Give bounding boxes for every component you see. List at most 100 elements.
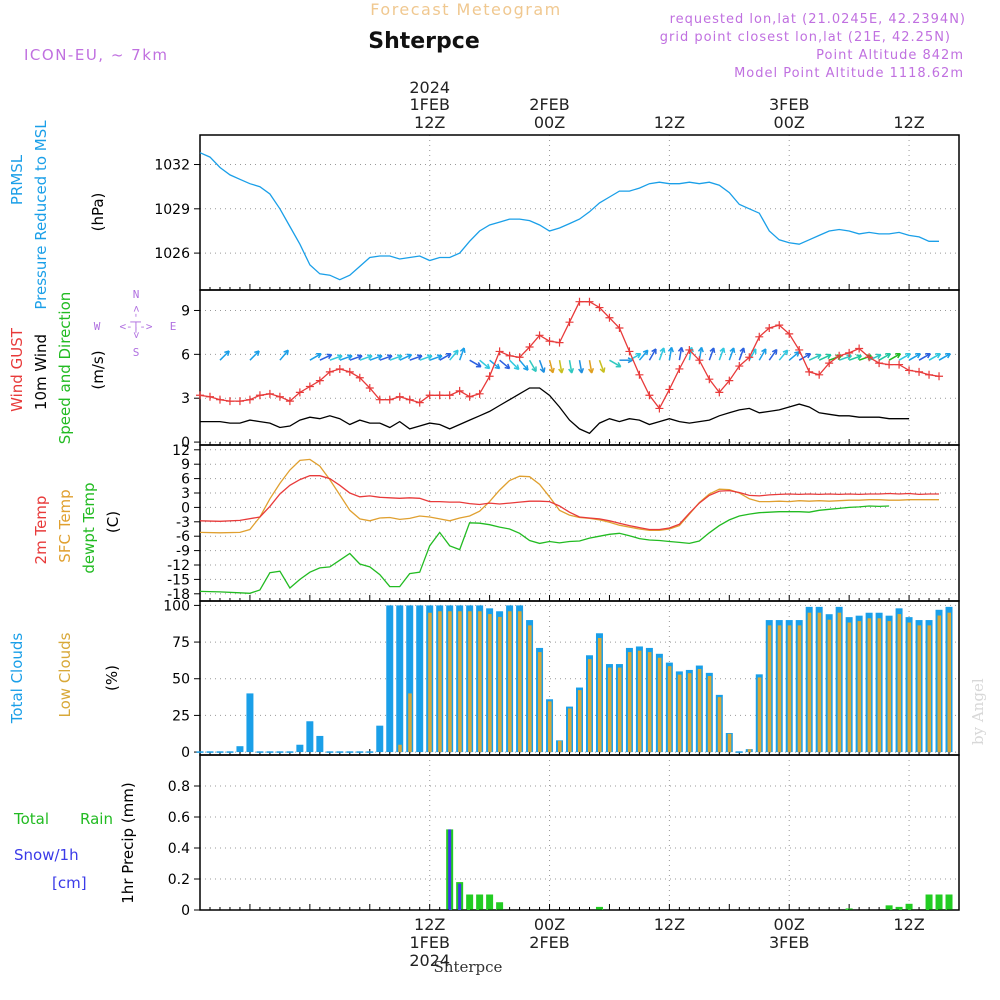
low-cloud-bar xyxy=(478,611,482,753)
wind-frame xyxy=(199,289,960,446)
wind-arrow xyxy=(290,352,300,360)
wind-arrow xyxy=(629,352,642,361)
rain-bar xyxy=(486,894,494,910)
y-tick-label: 1032 xyxy=(154,158,190,174)
wind-arrow xyxy=(458,347,466,361)
y-tick-label: 1029 xyxy=(154,202,190,218)
wind-arrow xyxy=(718,347,726,361)
top-axis-hour: 12Z xyxy=(654,113,685,132)
gust-marker xyxy=(515,353,524,362)
svg-text:S: S xyxy=(133,346,140,359)
snow-bar xyxy=(458,883,462,910)
wind-arrow xyxy=(499,359,511,370)
y-tick-label: -18 xyxy=(167,587,190,603)
prmsl-line xyxy=(199,152,939,281)
gust-marker xyxy=(765,324,774,333)
bottom-axis-hour: 12Z xyxy=(893,915,924,934)
y-tick-label: -15 xyxy=(167,572,190,588)
low-cloud-bar xyxy=(767,625,772,753)
clouds-panel: 100 75 50 25 0 xyxy=(163,598,960,761)
svg-text:<-|->: <-|-> xyxy=(130,305,143,338)
y-tick-label: 6 xyxy=(181,347,190,363)
precip-axis-label: 1hr Precip (mm) xyxy=(119,782,137,903)
gust-marker xyxy=(745,353,754,362)
rain-bar xyxy=(466,894,474,910)
gust-marker xyxy=(375,395,384,404)
model-altitude: Model Point Altitude 1118.62m xyxy=(734,66,964,81)
wind-arrow xyxy=(349,354,363,361)
gust-marker xyxy=(385,395,394,404)
top-axis-year: 2024 xyxy=(409,78,450,97)
y-tick-label: 3 xyxy=(181,391,190,407)
gust-marker xyxy=(635,370,644,379)
low-cloud-bar xyxy=(787,625,792,753)
wind-arrow xyxy=(908,352,921,361)
low-cloud-bar xyxy=(637,650,642,753)
gust-marker xyxy=(255,391,264,400)
y-tick-label: 1026 xyxy=(154,246,190,262)
sfc-temp-label: SFC Temp xyxy=(56,489,74,562)
y-tick-label: 12 xyxy=(172,443,190,459)
gust-marker xyxy=(465,392,474,401)
gust-marker xyxy=(625,347,634,356)
gust-marker xyxy=(805,367,814,376)
bottom-axis-hour: 12Z xyxy=(654,915,685,934)
low-cloud-bar xyxy=(947,612,952,753)
precip-total-label: Total xyxy=(13,810,49,828)
wind-arrow xyxy=(638,349,649,361)
gust-marker xyxy=(445,391,454,400)
gust-marker xyxy=(775,321,784,330)
gust-marker xyxy=(505,351,514,360)
y-tick-label: 9 xyxy=(181,457,190,473)
svg-text:W: W xyxy=(94,320,101,333)
wind-arrow xyxy=(509,359,520,371)
t2m-line xyxy=(199,475,939,531)
low-cloud-bar xyxy=(508,611,512,753)
clouds-unit: (%) xyxy=(103,665,121,691)
gust-marker xyxy=(485,372,494,381)
gust-marker xyxy=(215,395,224,404)
model-name: ICON-EU, ~ 7km xyxy=(24,46,169,64)
gust-marker xyxy=(355,373,364,382)
y-tick-label: 0.6 xyxy=(168,810,190,826)
bottom-axis-date: 1FEB xyxy=(409,933,449,952)
low-cloud-bar xyxy=(817,612,822,753)
low-cloud-bar xyxy=(428,612,432,753)
gust-marker xyxy=(225,397,234,406)
gust-marker xyxy=(495,347,504,356)
gust-marker xyxy=(825,359,834,368)
wind-arrow xyxy=(469,359,482,368)
wind-panel: 9 6 3 0 xyxy=(181,289,960,451)
gust-marker xyxy=(815,370,824,379)
chart-title: Forecast Meteogram xyxy=(370,0,561,19)
wind-arrow xyxy=(808,353,822,361)
low-cloud-bar xyxy=(717,697,722,753)
gust-marker xyxy=(245,395,254,404)
gust-marker xyxy=(305,382,314,391)
gust-marker xyxy=(615,324,624,333)
y-tick-label: 0 xyxy=(181,435,190,451)
gust-marker xyxy=(285,397,294,406)
wind-arrow xyxy=(369,354,383,361)
watermark: by Angel xyxy=(969,678,987,745)
bottom-axis-date: 3FEB xyxy=(769,933,809,952)
wind-arrow xyxy=(758,348,767,361)
low-cloud-bar xyxy=(657,657,662,753)
gust-marker xyxy=(575,297,584,306)
wind-arrow xyxy=(419,354,433,361)
low-cloud-bar xyxy=(448,611,452,753)
y-tick-label: 9 xyxy=(181,303,190,319)
gust-marker xyxy=(365,383,374,392)
precip-snow-label: Snow/1h xyxy=(14,846,79,864)
y-tick-label: 0.2 xyxy=(168,872,190,888)
gust-marker xyxy=(525,343,534,352)
total-cloud-bar xyxy=(396,605,404,753)
wind-arrow xyxy=(389,354,403,361)
wind-arrow xyxy=(439,352,452,361)
wind-arrow xyxy=(878,352,892,361)
station-title: Shterpce xyxy=(368,29,480,54)
gust-marker xyxy=(685,345,694,354)
dewpoint-line xyxy=(199,505,890,594)
y-tick-label: -9 xyxy=(176,544,190,560)
